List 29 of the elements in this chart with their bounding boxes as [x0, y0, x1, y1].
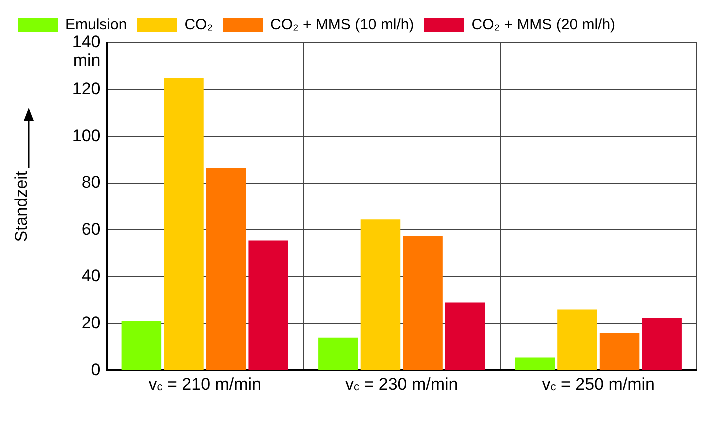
bar: [318, 338, 358, 370]
x-tick-label: vc = 210 m/min: [148, 374, 262, 394]
legend-label: CO₂: [184, 16, 214, 34]
y-tick-label: 140: [72, 32, 101, 52]
text: min: [73, 51, 101, 70]
legend-label: CO₂ + MMS (20 ml/h): [472, 16, 616, 34]
y-tick-label: 0: [91, 360, 101, 380]
x-tick-label: vc = 230 m/min: [346, 374, 458, 394]
bar: [164, 78, 204, 370]
x-tick-label: vc = 250 m/min: [542, 374, 656, 394]
y-tick-label: 100: [72, 126, 101, 146]
bar: [360, 220, 401, 370]
bar: [403, 236, 443, 370]
y-tick-label: 120: [72, 79, 101, 98]
y-tick-label: 40: [82, 266, 101, 286]
legend-label: Emulsion: [66, 16, 128, 34]
y-tick-label: 20: [82, 313, 101, 332]
bar: [248, 240, 288, 370]
bar: [600, 333, 640, 370]
bar: [122, 321, 162, 370]
bar: [642, 318, 682, 370]
y-tick-label: 80: [82, 173, 101, 192]
bar: [558, 310, 598, 370]
bar: [445, 302, 486, 370]
y-axis-title: Standzeit: [12, 171, 31, 242]
y-tick-label: 60: [82, 220, 101, 239]
legend-label: CO₂ + MMS (10 ml/h): [270, 16, 414, 34]
bar: [206, 168, 246, 370]
bar: [515, 358, 556, 370]
